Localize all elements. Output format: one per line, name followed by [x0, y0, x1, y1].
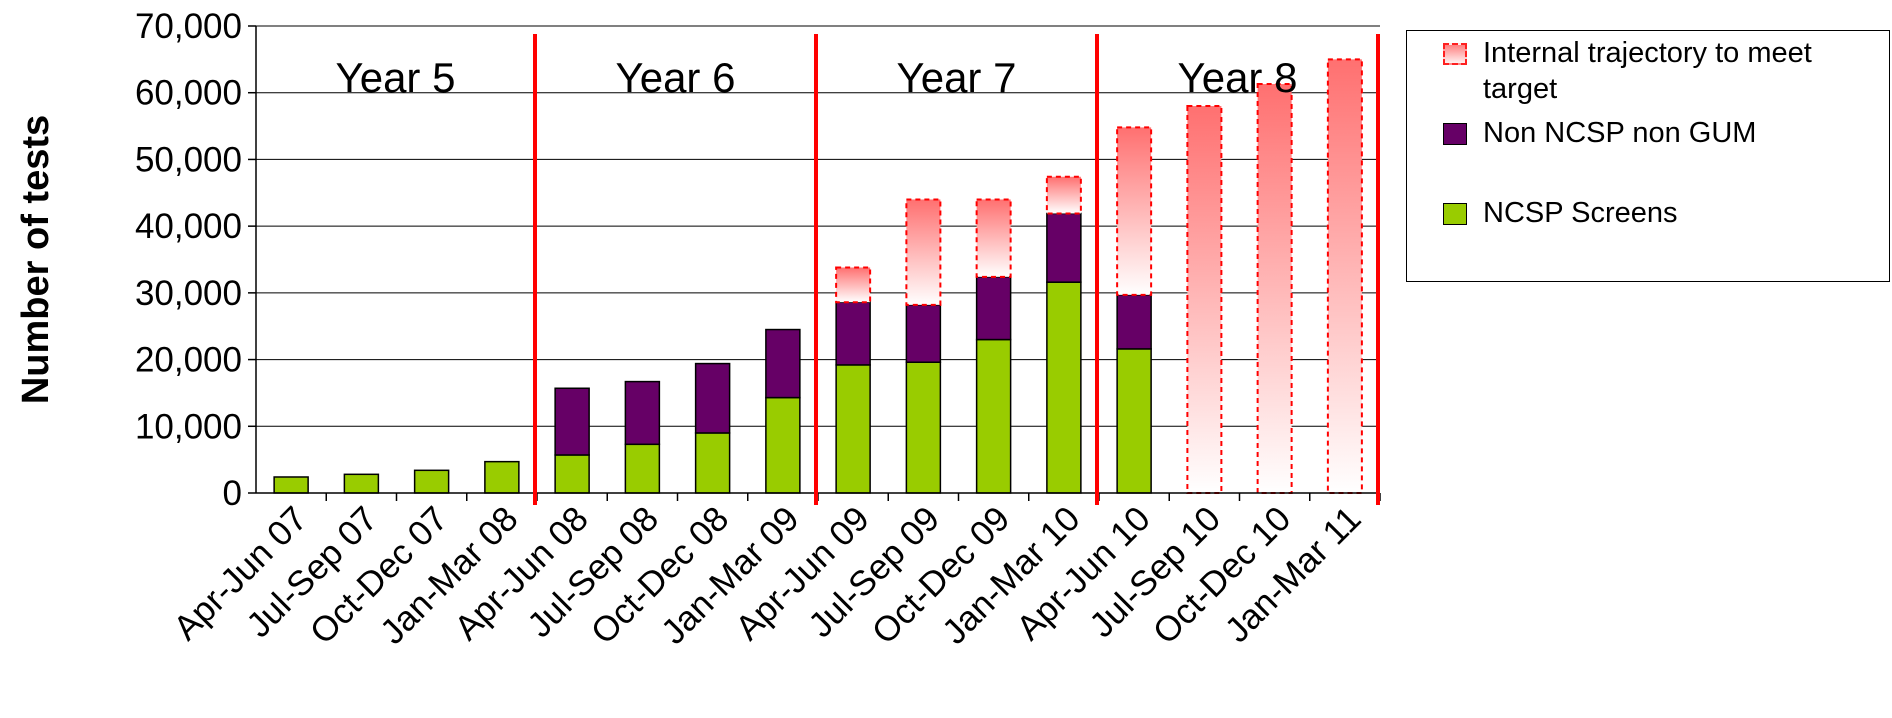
bar-non-ncsp: [975, 276, 1012, 341]
bar-non-ncsp: [835, 301, 871, 366]
bar-ncsp: [273, 476, 309, 494]
year-label: Year 8: [1178, 54, 1298, 101]
y-axis-title: Number of tests: [15, 115, 57, 404]
bar-trajectory: [1326, 58, 1363, 494]
bar-non-ncsp: [554, 387, 590, 456]
bar-ncsp: [624, 443, 661, 494]
legend-label-trajectory: Internal trajectory to meet target: [1483, 37, 1812, 105]
bar-ncsp: [905, 361, 942, 494]
bar-non-ncsp: [905, 304, 942, 363]
year-label: Year 7: [897, 54, 1017, 101]
legend-label-ncsp: NCSP Screens: [1483, 197, 1678, 229]
bar-ncsp: [413, 469, 450, 494]
chart-legend: Internal trajectory to meet target Non N…: [1406, 30, 1890, 282]
bar-ncsp: [554, 454, 590, 494]
y-tick-label: 60,000: [135, 74, 242, 113]
bar-ncsp: [765, 396, 801, 494]
bar-non-ncsp: [1116, 294, 1152, 350]
y-tick-label: 20,000: [135, 341, 242, 380]
bar-trajectory: [1045, 175, 1082, 215]
bar-ncsp: [343, 473, 380, 494]
legend-swatch-non-ncsp: [1443, 123, 1467, 145]
bar-ncsp: [484, 460, 520, 494]
legend-swatch-trajectory: [1443, 43, 1467, 65]
bar-trajectory: [835, 266, 872, 304]
year-label: Year 6: [616, 54, 736, 101]
y-tick-label: 10,000: [135, 407, 242, 446]
bar-trajectory: [975, 198, 1012, 278]
bar-ncsp: [1046, 281, 1082, 494]
bar-ncsp: [694, 432, 731, 494]
bar-trajectory: [1186, 105, 1223, 495]
bar-trajectory: [1256, 83, 1293, 494]
bar-ncsp: [835, 364, 871, 494]
bar-trajectory: [905, 198, 942, 306]
year-label: Year 5: [336, 54, 456, 101]
bar-non-ncsp: [624, 380, 661, 446]
y-tick-label: 30,000: [135, 274, 242, 313]
bar-ncsp: [1116, 348, 1152, 494]
y-tick-label: 50,000: [135, 140, 242, 179]
bar-trajectory: [1116, 126, 1153, 296]
y-tick-label: 0: [223, 474, 242, 513]
legend-label-non-ncsp: Non NCSP non GUM: [1483, 117, 1757, 149]
bar-ncsp: [975, 338, 1012, 494]
y-tick-label: 40,000: [135, 207, 242, 246]
legend-swatch-ncsp: [1443, 203, 1467, 225]
bar-non-ncsp: [1046, 212, 1082, 283]
bar-non-ncsp: [694, 362, 731, 434]
y-tick-label: 70,000: [135, 7, 242, 46]
bar-non-ncsp: [765, 328, 801, 399]
